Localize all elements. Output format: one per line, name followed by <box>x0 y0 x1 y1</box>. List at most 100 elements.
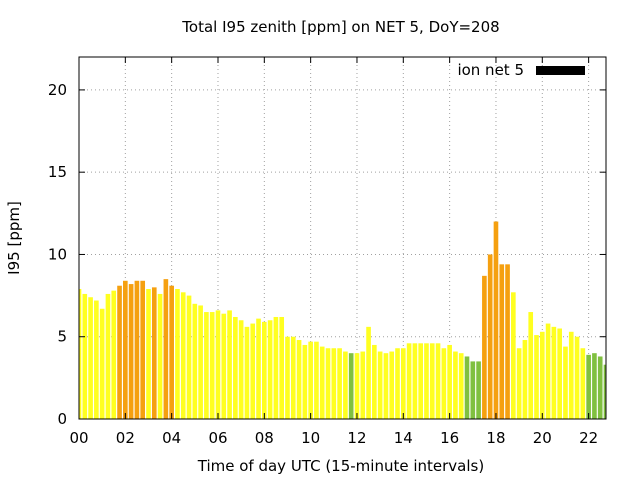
bar <box>134 280 140 419</box>
x-tick-label: 08 <box>255 429 274 447</box>
bar <box>418 343 423 419</box>
bar <box>557 328 562 419</box>
y-tick-label: 15 <box>48 163 67 181</box>
bar <box>580 348 586 419</box>
y-axis-label: I95 [ppm] <box>5 201 23 275</box>
bar <box>458 353 464 419</box>
x-tick-label: 04 <box>162 429 181 447</box>
bar <box>227 310 232 419</box>
bar <box>603 364 606 419</box>
bar <box>94 300 99 419</box>
bar <box>441 348 447 419</box>
y-axis-ticks: 0 5 10 15 20 <box>48 81 606 428</box>
bar <box>308 341 313 419</box>
bar <box>528 312 534 419</box>
bar <box>464 356 470 419</box>
bar <box>400 348 406 419</box>
bar <box>82 293 88 419</box>
bar <box>383 353 389 419</box>
bar <box>534 335 539 419</box>
legend-swatch <box>536 66 585 75</box>
bar <box>348 353 354 419</box>
bar <box>79 289 82 419</box>
bar <box>522 340 528 419</box>
bar <box>163 279 169 419</box>
x-tick-label: 14 <box>394 429 413 447</box>
x-axis-ticks: 00 02 04 06 08 10 12 14 16 18 20 22 <box>69 57 598 447</box>
bar <box>169 285 174 419</box>
bar <box>290 336 296 419</box>
bar <box>493 221 499 419</box>
bar <box>157 293 163 419</box>
y-tick-label: 10 <box>48 245 67 263</box>
x-tick-label: 10 <box>301 429 320 447</box>
bar <box>511 292 516 419</box>
x-axis-label: Time of day UTC (15-minute intervals) <box>197 457 484 475</box>
bar <box>117 285 122 419</box>
bar <box>551 326 557 419</box>
x-tick-label: 06 <box>208 429 227 447</box>
x-tick-label: 16 <box>440 429 459 447</box>
bar <box>88 297 93 419</box>
bar <box>128 284 134 419</box>
bar <box>151 287 157 419</box>
bar <box>285 336 290 419</box>
bar <box>563 346 568 419</box>
bar <box>105 293 111 419</box>
bar <box>186 295 192 419</box>
bar <box>296 340 302 419</box>
bar <box>372 344 377 419</box>
bar <box>331 348 337 419</box>
bar <box>221 313 227 419</box>
bar <box>499 264 505 419</box>
bar <box>360 351 366 419</box>
bar <box>435 343 441 419</box>
bar <box>319 346 325 419</box>
bar <box>175 289 180 419</box>
bar <box>244 326 250 419</box>
bar <box>279 316 285 419</box>
bar <box>597 356 603 419</box>
bar <box>476 361 481 419</box>
bar <box>256 318 261 419</box>
bar <box>215 310 221 419</box>
bar <box>487 254 493 419</box>
y-tick-label: 5 <box>57 328 67 346</box>
bar <box>539 331 545 419</box>
bar <box>395 348 400 419</box>
bar <box>262 321 267 419</box>
bars-group <box>79 221 606 419</box>
bar <box>482 275 487 419</box>
bar <box>505 264 510 419</box>
bar <box>453 351 458 419</box>
x-tick-label: 12 <box>347 429 366 447</box>
bar <box>343 351 348 419</box>
bar <box>123 280 128 419</box>
bar <box>568 331 574 419</box>
bar <box>267 320 273 419</box>
bar <box>325 348 331 419</box>
x-tick-label: 02 <box>116 429 135 447</box>
bar <box>250 323 256 419</box>
bar <box>192 303 198 419</box>
bar <box>574 336 580 419</box>
x-tick-label: 18 <box>486 429 505 447</box>
chart-title: Total I95 zenith [ppm] on NET 5, DoY=208 <box>181 18 499 36</box>
bar <box>111 290 117 419</box>
bar <box>146 289 151 419</box>
bar <box>233 316 238 419</box>
bar <box>209 312 215 419</box>
bar <box>314 341 319 419</box>
legend-label: ion net 5 <box>457 61 524 79</box>
y-tick-label: 20 <box>48 81 67 99</box>
bar <box>337 348 342 419</box>
bar <box>429 343 435 419</box>
bar <box>545 323 551 419</box>
bar <box>516 348 522 419</box>
bar <box>99 308 105 419</box>
plot-frame <box>78 56 607 420</box>
bar <box>406 343 412 419</box>
bar <box>354 353 360 419</box>
x-tick-label: 22 <box>579 429 598 447</box>
